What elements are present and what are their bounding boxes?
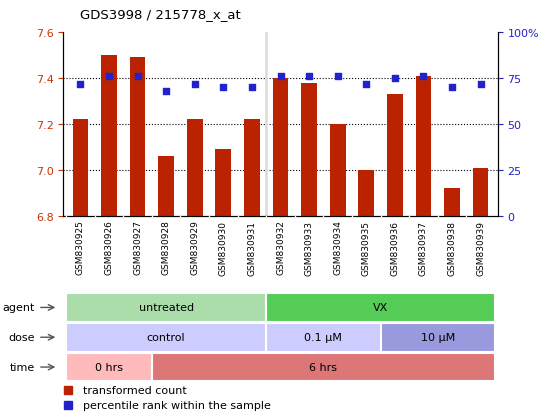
Bar xyxy=(152,353,495,382)
Point xyxy=(219,85,228,91)
Text: GSM830937: GSM830937 xyxy=(419,220,428,275)
Bar xyxy=(416,76,431,216)
Bar xyxy=(273,79,288,216)
Text: percentile rank within the sample: percentile rank within the sample xyxy=(83,400,271,410)
Bar xyxy=(216,150,231,216)
Bar xyxy=(158,157,174,216)
Text: GSM830926: GSM830926 xyxy=(104,220,113,275)
Bar xyxy=(66,353,152,382)
Bar xyxy=(66,293,266,322)
Text: GSM830931: GSM830931 xyxy=(248,220,256,275)
Bar xyxy=(266,293,495,322)
Bar xyxy=(101,56,117,216)
Bar xyxy=(359,171,374,216)
Text: GSM830936: GSM830936 xyxy=(390,220,399,275)
Text: 0.1 μM: 0.1 μM xyxy=(305,332,342,342)
Point xyxy=(276,74,285,81)
Point xyxy=(333,74,342,81)
Text: 10 μM: 10 μM xyxy=(421,332,455,342)
Text: time: time xyxy=(9,362,35,372)
Bar xyxy=(187,120,202,216)
Text: VX: VX xyxy=(373,303,388,313)
Bar xyxy=(66,323,266,352)
Text: dose: dose xyxy=(8,332,35,342)
Text: untreated: untreated xyxy=(139,303,194,313)
Point xyxy=(448,85,456,91)
Point xyxy=(162,88,170,95)
Bar xyxy=(330,125,345,216)
Point xyxy=(419,74,428,81)
Point xyxy=(104,74,113,81)
Point xyxy=(133,74,142,81)
Bar xyxy=(473,168,488,216)
Text: GDS3998 / 215778_x_at: GDS3998 / 215778_x_at xyxy=(80,8,240,21)
Bar xyxy=(266,323,381,352)
Text: 0 hrs: 0 hrs xyxy=(95,362,123,372)
Point xyxy=(476,81,485,88)
Text: agent: agent xyxy=(2,303,35,313)
Text: GSM830939: GSM830939 xyxy=(476,220,485,275)
Point xyxy=(248,85,256,91)
Bar xyxy=(444,189,460,216)
Text: GSM830930: GSM830930 xyxy=(219,220,228,275)
Bar xyxy=(130,58,145,216)
Text: GSM830932: GSM830932 xyxy=(276,220,285,275)
Bar xyxy=(381,323,495,352)
Point xyxy=(362,81,371,88)
Text: transformed count: transformed count xyxy=(83,385,186,395)
Bar xyxy=(244,120,260,216)
Text: GSM830929: GSM830929 xyxy=(190,220,199,275)
Bar xyxy=(301,83,317,216)
Point xyxy=(190,81,199,88)
Text: GSM830927: GSM830927 xyxy=(133,220,142,275)
Point xyxy=(305,74,314,81)
Text: GSM830928: GSM830928 xyxy=(162,220,170,275)
Text: 6 hrs: 6 hrs xyxy=(310,362,337,372)
Point xyxy=(76,81,85,88)
Bar xyxy=(387,95,403,216)
Bar xyxy=(73,120,88,216)
Text: control: control xyxy=(147,332,185,342)
Text: GSM830934: GSM830934 xyxy=(333,220,342,275)
Text: GSM830925: GSM830925 xyxy=(76,220,85,275)
Text: GSM830933: GSM830933 xyxy=(305,220,314,275)
Text: GSM830935: GSM830935 xyxy=(362,220,371,275)
Point xyxy=(390,76,399,82)
Text: GSM830938: GSM830938 xyxy=(448,220,456,275)
